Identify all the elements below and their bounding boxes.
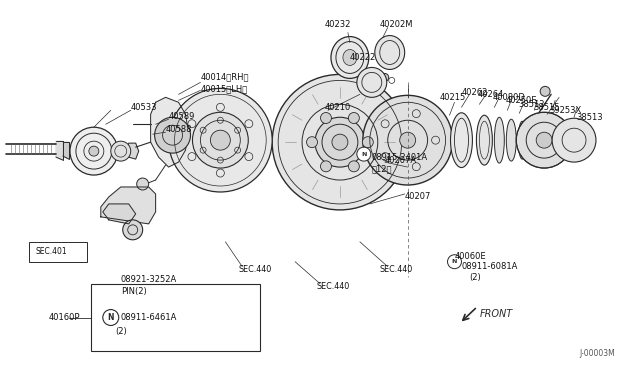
Circle shape	[381, 73, 388, 81]
Text: 40202M: 40202M	[380, 20, 413, 29]
Ellipse shape	[357, 67, 387, 97]
Ellipse shape	[451, 113, 472, 167]
Circle shape	[70, 127, 118, 175]
Circle shape	[447, 255, 461, 269]
Ellipse shape	[375, 36, 404, 70]
Text: 40533: 40533	[131, 103, 157, 112]
Circle shape	[168, 89, 272, 192]
Circle shape	[155, 117, 191, 153]
Ellipse shape	[506, 119, 516, 161]
Circle shape	[321, 112, 332, 124]
Ellipse shape	[494, 117, 504, 163]
Text: FRONT: FRONT	[479, 308, 513, 318]
Text: 40015〈LH〉: 40015〈LH〉	[200, 84, 248, 93]
Polygon shape	[127, 143, 139, 159]
Circle shape	[123, 220, 143, 240]
Circle shape	[307, 137, 317, 148]
Text: SEC.440: SEC.440	[380, 265, 413, 274]
Circle shape	[111, 141, 131, 161]
Text: 08915‑2401A: 08915‑2401A	[372, 153, 428, 161]
Circle shape	[362, 137, 373, 148]
Circle shape	[348, 112, 359, 124]
Circle shape	[516, 112, 572, 168]
Text: SEC.440: SEC.440	[316, 282, 349, 291]
Polygon shape	[56, 141, 63, 160]
Text: 40160P: 40160P	[49, 313, 81, 322]
Text: 40589: 40589	[168, 112, 195, 121]
Circle shape	[540, 86, 550, 96]
Text: 40250E: 40250E	[506, 96, 537, 105]
Text: 40215: 40215	[440, 93, 466, 102]
Text: 40060E: 40060E	[454, 252, 486, 261]
Circle shape	[332, 134, 348, 150]
Ellipse shape	[518, 121, 526, 159]
Circle shape	[552, 118, 596, 162]
Text: 40014〈RH〉: 40014〈RH〉	[200, 72, 249, 81]
Bar	[29, 242, 87, 262]
Circle shape	[272, 74, 408, 210]
Circle shape	[137, 178, 148, 190]
Text: 40207A: 40207A	[385, 155, 417, 164]
Circle shape	[400, 132, 415, 148]
Circle shape	[193, 112, 248, 168]
Text: 〈12〉: 〈12〉	[372, 164, 392, 174]
Text: N: N	[452, 259, 457, 264]
Text: 40210: 40210	[325, 103, 351, 112]
Text: 39253X: 39253X	[549, 106, 581, 115]
Text: 38513: 38513	[576, 113, 603, 122]
Polygon shape	[150, 97, 189, 167]
Text: 38512: 38512	[518, 100, 545, 109]
Text: 40232: 40232	[325, 20, 351, 29]
Text: (2): (2)	[115, 327, 127, 336]
Text: (2): (2)	[469, 273, 481, 282]
Text: N: N	[361, 152, 367, 157]
Text: 40207: 40207	[404, 192, 431, 202]
Polygon shape	[101, 187, 156, 224]
Ellipse shape	[476, 115, 492, 165]
Circle shape	[348, 161, 359, 172]
Polygon shape	[103, 204, 136, 224]
Text: 08911‑6081A: 08911‑6081A	[461, 262, 518, 271]
Text: 08921-3252A: 08921-3252A	[121, 275, 177, 284]
Circle shape	[89, 146, 99, 156]
Circle shape	[321, 161, 332, 172]
Circle shape	[536, 132, 552, 148]
Text: 40262: 40262	[461, 88, 488, 97]
Circle shape	[315, 117, 365, 167]
Text: 40588: 40588	[166, 125, 192, 134]
Circle shape	[357, 147, 371, 161]
Text: J-00003M: J-00003M	[579, 349, 615, 358]
Text: SEC.440: SEC.440	[238, 265, 271, 274]
Text: SEC.401: SEC.401	[35, 247, 67, 256]
Text: PIN(2): PIN(2)	[121, 287, 147, 296]
Text: 40080D: 40080D	[492, 93, 525, 102]
Polygon shape	[63, 142, 69, 159]
Text: N: N	[108, 313, 114, 322]
Circle shape	[211, 130, 230, 150]
Text: 08911-6461A: 08911-6461A	[121, 313, 177, 322]
Polygon shape	[127, 143, 139, 159]
Circle shape	[103, 310, 119, 326]
Ellipse shape	[331, 36, 369, 78]
Text: 38515: 38515	[533, 103, 560, 112]
Text: 40264: 40264	[477, 90, 504, 99]
Bar	[91, 283, 260, 352]
Ellipse shape	[343, 49, 357, 65]
Text: 40222: 40222	[350, 53, 376, 62]
Circle shape	[363, 95, 452, 185]
